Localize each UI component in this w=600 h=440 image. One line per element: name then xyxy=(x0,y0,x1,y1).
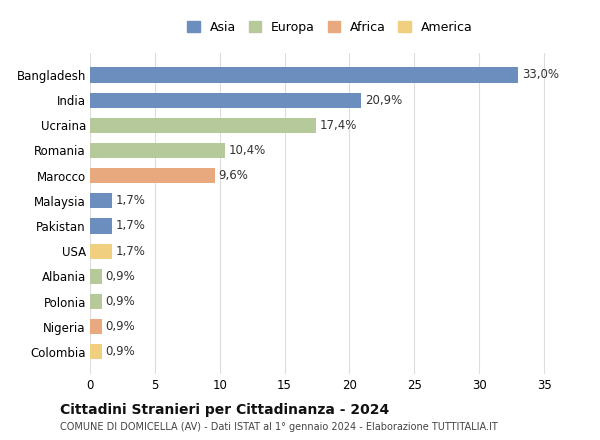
Bar xyxy=(90,319,101,334)
Bar xyxy=(90,168,215,183)
Bar xyxy=(90,118,316,133)
Text: 17,4%: 17,4% xyxy=(320,119,357,132)
Bar xyxy=(90,67,518,83)
Text: 0,9%: 0,9% xyxy=(106,345,136,358)
Text: 20,9%: 20,9% xyxy=(365,94,402,106)
Text: 33,0%: 33,0% xyxy=(522,69,559,81)
Bar xyxy=(90,92,361,108)
Text: 10,4%: 10,4% xyxy=(229,144,266,157)
Text: Cittadini Stranieri per Cittadinanza - 2024: Cittadini Stranieri per Cittadinanza - 2… xyxy=(60,403,389,417)
Bar xyxy=(90,344,101,359)
Bar xyxy=(90,143,225,158)
Text: 9,6%: 9,6% xyxy=(218,169,248,182)
Bar xyxy=(90,244,112,259)
Text: COMUNE DI DOMICELLA (AV) - Dati ISTAT al 1° gennaio 2024 - Elaborazione TUTTITAL: COMUNE DI DOMICELLA (AV) - Dati ISTAT al… xyxy=(60,422,498,432)
Text: 1,7%: 1,7% xyxy=(116,245,146,258)
Text: 0,9%: 0,9% xyxy=(106,295,136,308)
Bar xyxy=(90,218,112,234)
Legend: Asia, Europa, Africa, America: Asia, Europa, Africa, America xyxy=(184,17,476,38)
Bar xyxy=(90,269,101,284)
Bar xyxy=(90,193,112,209)
Text: 1,7%: 1,7% xyxy=(116,220,146,232)
Text: 0,9%: 0,9% xyxy=(106,320,136,333)
Text: 1,7%: 1,7% xyxy=(116,194,146,207)
Bar xyxy=(90,294,101,309)
Text: 0,9%: 0,9% xyxy=(106,270,136,283)
